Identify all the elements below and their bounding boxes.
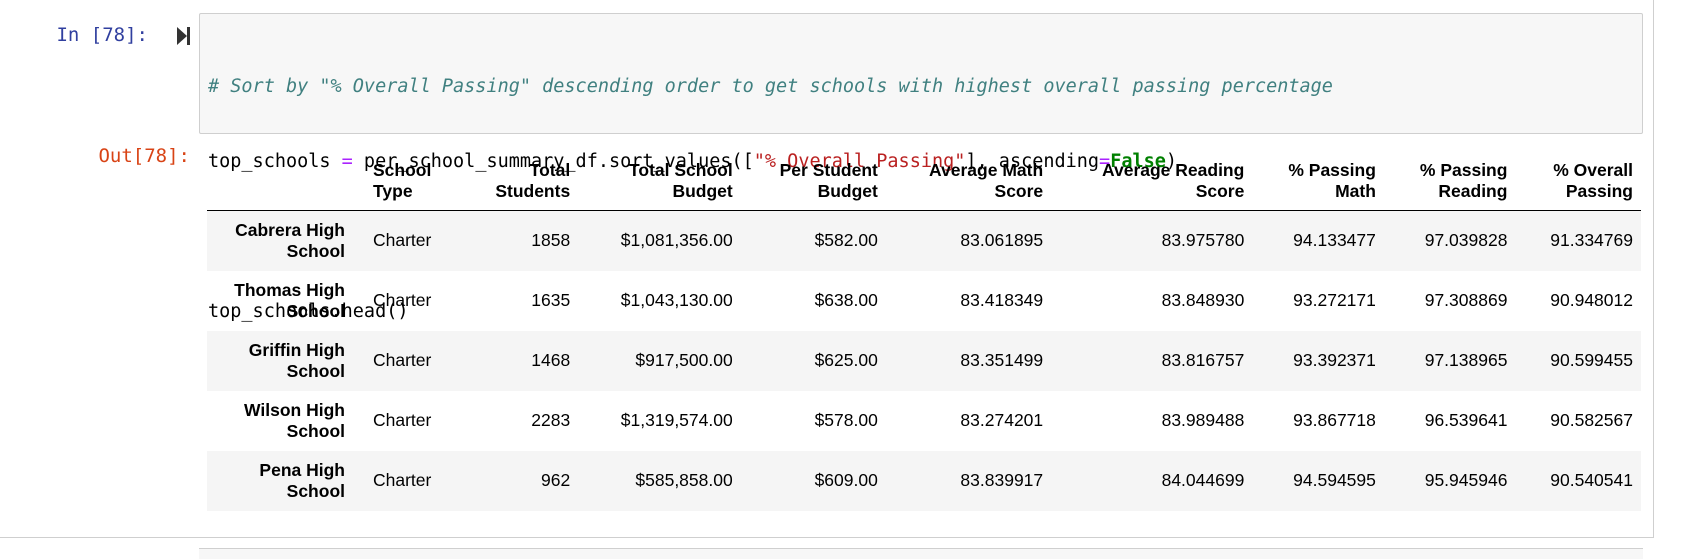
code-editor[interactable]: # Sort by "% Overall Passing" descending… — [199, 13, 1643, 322]
table-cell: Charter — [373, 350, 432, 370]
row-index: Wilson High School — [244, 399, 345, 441]
row-index: Cabrera High School — [235, 219, 345, 261]
table-cell: 95.945946 — [1424, 470, 1508, 490]
table-cell: $585,858.00 — [635, 470, 733, 490]
table-cell: 90.948012 — [1550, 290, 1633, 310]
table-cell: 97.039828 — [1424, 230, 1508, 251]
table-cell: 93.272171 — [1293, 290, 1376, 310]
table-row: Wilson High School Charter 2283 $1,319,57… — [207, 391, 1641, 451]
row-index: Thomas High School — [234, 279, 345, 321]
table-cell: $1,043,130.00 — [620, 290, 733, 310]
column-header: % Overall Passing — [1515, 160, 1641, 211]
row-index: Griffin High School — [248, 339, 345, 381]
table-row: Griffin High School Charter 1468 $917,500… — [207, 330, 1641, 391]
table-cell: 962 — [540, 470, 571, 490]
column-header: Average Math Score — [885, 160, 1052, 211]
table-cell: 1635 — [531, 290, 571, 310]
column-header: Per Student Budget — [740, 160, 886, 211]
row-index: Pena High School — [259, 459, 345, 501]
table-cell: 83.848930 — [1161, 290, 1245, 310]
table-cell: 94.133477 — [1293, 230, 1376, 251]
table-cell: 96.539641 — [1424, 410, 1508, 430]
table-cell: 2283 — [531, 410, 571, 430]
table-header-row: School Type Total Students Total School Bud… — [207, 160, 1641, 211]
table-cell: 83.989488 — [1161, 410, 1245, 430]
table-cell: 83.975780 — [1161, 230, 1245, 251]
index-header — [207, 160, 353, 211]
table-cell: 97.138965 — [1424, 350, 1508, 370]
table-cell: $1,081,356.00 — [620, 230, 733, 251]
table-cell: Charter — [373, 230, 432, 251]
table-cell: Charter — [373, 410, 432, 430]
table-cell: 83.351499 — [960, 350, 1044, 370]
table-cell: 1468 — [531, 350, 571, 370]
output-prompt: Out[78]: — [98, 145, 190, 167]
table-cell: 93.392371 — [1293, 350, 1376, 370]
table-cell: 84.044699 — [1161, 470, 1245, 490]
run-cell-icon[interactable] — [176, 26, 192, 46]
code-comment: # Sort by "% Overall Passing" descending… — [208, 76, 1333, 97]
column-header: % Passing Reading — [1383, 160, 1516, 211]
table-row: Pena High School Charter 962 $585,858.00 … — [207, 450, 1641, 511]
table-cell: 97.308869 — [1424, 290, 1508, 310]
code-token: top_schools.head() — [208, 301, 409, 322]
column-header: Total School Budget — [578, 160, 741, 211]
table-cell: $917,500.00 — [635, 350, 733, 370]
table-cell: 94.594595 — [1293, 470, 1376, 490]
column-header: % Passing Math — [1252, 160, 1384, 211]
column-header: Average Reading Score — [1051, 160, 1253, 211]
input-prompt: In [78]: — [56, 24, 148, 46]
table-cell: 90.599455 — [1550, 350, 1633, 370]
column-header: Total Students — [462, 160, 579, 211]
table-row: Cabrera High School Charter 1858 $1,081,3… — [207, 210, 1641, 271]
table-cell: 90.582567 — [1550, 410, 1633, 430]
table-cell: $582.00 — [814, 230, 878, 251]
table-cell: $638.00 — [814, 290, 878, 310]
table-cell: $625.00 — [814, 350, 878, 370]
table-cell: $578.00 — [814, 410, 878, 430]
table-cell: 83.061895 — [960, 230, 1044, 251]
table-cell: Charter — [373, 470, 432, 490]
table-cell: 90.540541 — [1550, 470, 1633, 490]
table-cell: 83.839917 — [960, 470, 1044, 490]
table-cell: 83.816757 — [1161, 350, 1245, 370]
table-row: Thomas High School Charter 1635 $1,043,13… — [207, 271, 1641, 331]
table-cell: 93.867718 — [1293, 410, 1376, 430]
table-cell: 83.418349 — [960, 290, 1044, 310]
table-cell: Charter — [373, 290, 432, 310]
notebook-cell[interactable]: In [78]: # Sort by "% Overall Passing" d… — [0, 0, 1654, 538]
table-cell: 91.334769 — [1550, 230, 1633, 251]
next-cell-editor[interactable] — [199, 548, 1643, 559]
table-cell: $609.00 — [814, 470, 878, 490]
dataframe-output: School Type Total Students Total School Bud… — [207, 160, 1641, 511]
column-header: School Type — [353, 160, 463, 211]
table-cell: 83.274201 — [960, 410, 1044, 430]
table-cell: $1,319,574.00 — [620, 410, 733, 430]
table-cell: 1858 — [531, 230, 571, 251]
